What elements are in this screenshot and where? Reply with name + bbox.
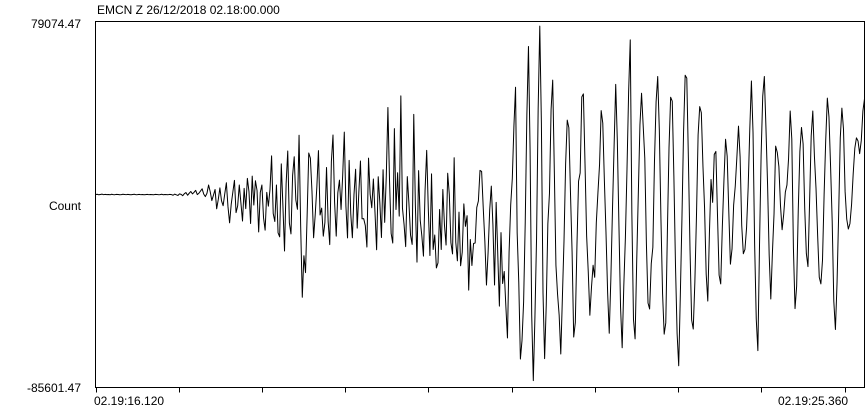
x-start-label: 02.19:16.120 [94,394,165,408]
plot-frame [95,21,865,388]
x-end-label: 02.19:25.360 [778,394,849,408]
chart-title: EMCN Z 26/12/2018 02.18:00.000 [97,3,280,17]
y-min-label: -85601.47 [26,381,81,395]
y-axis-label: Count [48,199,81,213]
y-max-label: 79074.47 [30,17,81,31]
waveform-trace [95,25,865,382]
